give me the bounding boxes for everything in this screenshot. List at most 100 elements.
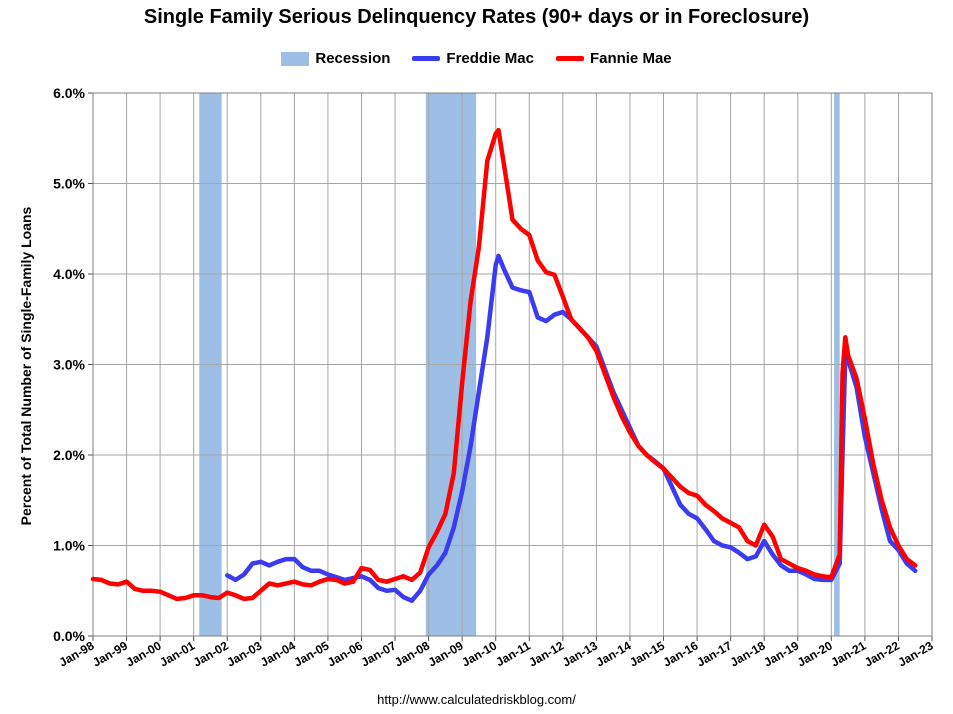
data-point-freddie-mac	[426, 572, 431, 577]
data-point-freddie-mac	[778, 563, 783, 568]
x-tick-label: Jan-21	[828, 638, 868, 669]
x-tick-label: Jan-06	[325, 638, 365, 669]
data-point-freddie-mac	[376, 586, 381, 591]
data-point-fannie-mae	[812, 572, 817, 577]
data-point-fannie-mae	[309, 583, 314, 588]
data-point-fannie-mae	[602, 371, 607, 376]
x-tick-label: Jan-18	[728, 638, 768, 669]
data-point-fannie-mae	[720, 516, 725, 521]
data-point-fannie-mae	[837, 552, 842, 557]
data-point-fannie-mae	[426, 545, 431, 550]
x-tick-label: Jan-12	[526, 638, 566, 669]
x-tick-label: Jan-14	[594, 638, 634, 669]
legend-label-recession: Recession	[315, 50, 391, 67]
data-point-fannie-mae	[644, 453, 649, 457]
data-point-freddie-mac	[325, 572, 330, 577]
data-point-fannie-mae	[409, 577, 414, 582]
data-point-freddie-mac	[510, 285, 515, 290]
plot-border	[92, 92, 933, 637]
data-point-freddie-mac	[753, 554, 758, 559]
data-point-freddie-mac	[560, 310, 565, 315]
data-point-freddie-mac	[686, 511, 691, 516]
data-point-freddie-mac	[913, 568, 918, 573]
x-tick-label: Jan-13	[560, 638, 600, 669]
data-point-fannie-mae	[535, 258, 540, 263]
data-point-fannie-mae	[669, 475, 674, 480]
data-point-fannie-mae	[376, 577, 381, 582]
data-point-freddie-mac	[401, 595, 406, 600]
data-point-fannie-mae	[418, 570, 423, 575]
data-point-freddie-mac	[518, 288, 523, 293]
data-point-fannie-mae	[502, 163, 507, 168]
data-point-fannie-mae	[141, 588, 146, 593]
y-tick-label: 1.0%	[53, 538, 85, 554]
data-point-fannie-mae	[888, 525, 893, 530]
data-point-fannie-mae	[208, 595, 213, 600]
data-point-freddie-mac	[535, 315, 540, 320]
y-axis-label: Percent of Total Number of Single-Family…	[18, 206, 34, 526]
data-point-fannie-mae	[250, 595, 255, 600]
data-point-fannie-mae	[737, 525, 742, 530]
data-point-freddie-mac	[309, 568, 314, 573]
data-point-fannie-mae	[200, 593, 205, 598]
data-point-fannie-mae	[778, 557, 783, 562]
data-point-fannie-mae	[795, 566, 800, 571]
x-tick-label: Jan-07	[359, 638, 399, 669]
data-point-freddie-mac	[468, 443, 473, 448]
data-point-freddie-mac	[485, 335, 490, 340]
data-point-freddie-mac	[711, 538, 716, 543]
data-point-freddie-mac	[250, 561, 255, 566]
data-point-fannie-mae	[904, 557, 909, 562]
x-tick-label: Jan-17	[694, 638, 734, 669]
data-point-fannie-mae	[99, 577, 104, 582]
data-point-fannie-mae	[569, 317, 574, 322]
data-point-fannie-mae	[258, 588, 263, 593]
data-point-freddie-mac	[359, 574, 364, 579]
data-point-freddie-mac	[678, 502, 683, 507]
legend-swatch-freddie-mac	[412, 56, 441, 61]
data-point-freddie-mac	[737, 550, 742, 555]
data-point-freddie-mac	[493, 262, 498, 267]
data-point-freddie-mac	[703, 527, 708, 532]
data-point-fannie-mae	[871, 462, 876, 467]
data-point-fannie-mae	[653, 460, 658, 465]
data-point-fannie-mae	[843, 335, 848, 340]
x-tick-label: Jan-16	[661, 638, 701, 669]
x-tick-label: Jan-22	[862, 638, 902, 669]
data-point-freddie-mac	[242, 572, 247, 577]
data-point-fannie-mae	[661, 466, 666, 471]
data-point-fannie-mae	[434, 529, 439, 534]
data-point-fannie-mae	[225, 590, 230, 595]
data-point-freddie-mac	[812, 576, 817, 581]
x-tick-label: Jan-04	[258, 638, 298, 669]
data-point-fannie-mae	[804, 568, 809, 573]
data-point-fannie-mae	[283, 581, 288, 586]
data-point-freddie-mac	[762, 538, 767, 543]
data-point-freddie-mac	[409, 598, 414, 603]
legend-item-freddie-mac: Freddie Mac	[412, 50, 534, 67]
x-tick-label: Jan-00	[124, 638, 164, 669]
x-tick-label: Jan-09	[426, 638, 466, 669]
data-point-freddie-mac	[527, 290, 532, 295]
data-point-fannie-mae	[496, 128, 501, 133]
data-point-fannie-mae	[753, 543, 758, 548]
data-point-fannie-mae	[275, 583, 280, 588]
data-point-fannie-mae	[544, 270, 549, 275]
data-point-freddie-mac	[317, 568, 322, 573]
data-point-fannie-mae	[636, 443, 641, 448]
legend-item-fannie-mae: Fannie Mae	[555, 50, 672, 67]
data-point-fannie-mae	[216, 595, 221, 600]
data-point-freddie-mac	[393, 587, 398, 592]
data-point-freddie-mac	[720, 543, 725, 548]
data-point-fannie-mae	[770, 534, 775, 539]
data-point-fannie-mae	[485, 158, 490, 163]
data-point-freddie-mac	[418, 588, 423, 593]
x-tick-label: Jan-19	[761, 638, 801, 669]
x-tick-label: Jan-10	[459, 638, 499, 669]
data-point-fannie-mae	[174, 596, 179, 601]
data-point-freddie-mac	[300, 565, 305, 570]
data-point-freddie-mac	[292, 557, 297, 562]
x-tick-label: Jan-15	[627, 638, 667, 669]
data-point-fannie-mae	[183, 595, 188, 600]
